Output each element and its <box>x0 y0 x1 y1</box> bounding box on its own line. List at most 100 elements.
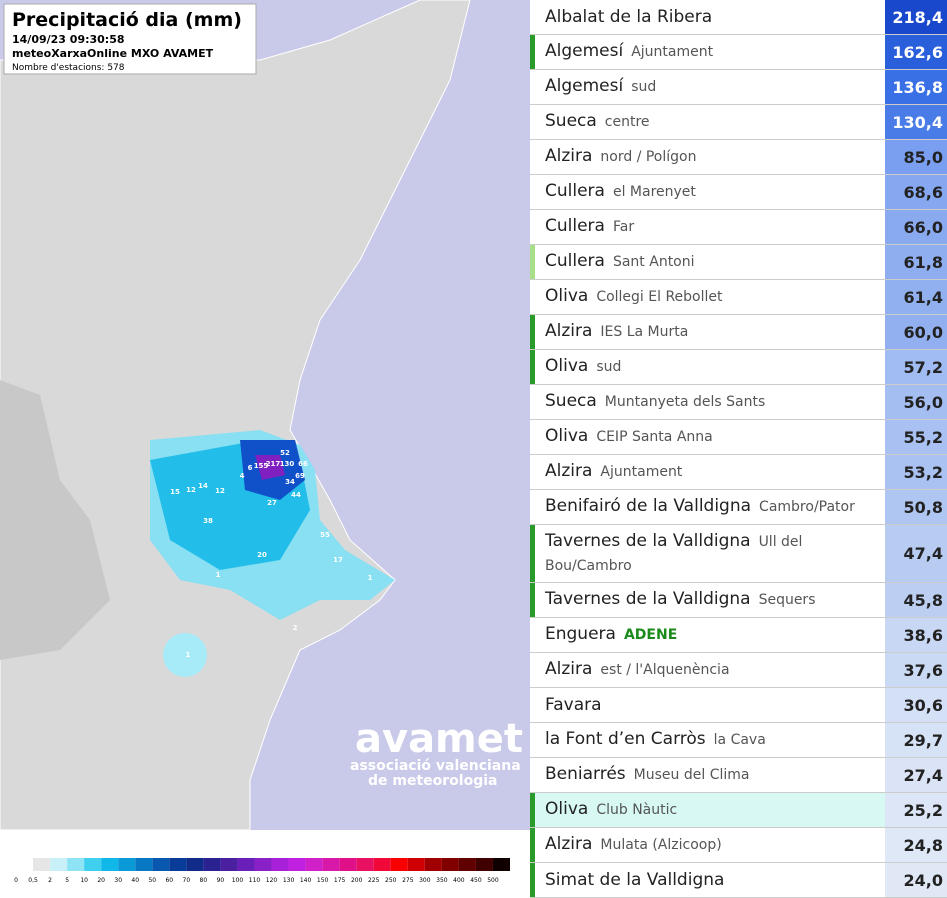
timestamp: 14/09/23 09:30:58 <box>12 33 125 46</box>
map-value: 155 <box>254 462 269 470</box>
value: 30,6 <box>885 688 947 722</box>
station-text: Cullera Sant Antoni <box>545 250 695 274</box>
legend-swatch <box>84 858 102 871</box>
station: Alzira IES La Murta <box>530 315 885 349</box>
legend-label: 90 <box>217 877 225 884</box>
value: 38,6 <box>885 618 947 652</box>
place: Alzira <box>545 834 593 854</box>
station-text: Algemesí Ajuntament <box>545 40 713 64</box>
station-text: Oliva CEIP Santa Anna <box>545 425 713 449</box>
map-value: 15 <box>170 488 180 496</box>
station-text: Sueca centre <box>545 110 650 134</box>
value: 24,8 <box>885 828 947 862</box>
value: 27,4 <box>885 758 947 792</box>
table-row: Tavernes de la Valldigna Sequers 45,8 <box>530 583 947 618</box>
legend-label: 70 <box>183 877 191 884</box>
legend-swatch <box>339 858 357 871</box>
logo-name: avamet <box>355 716 523 762</box>
legend-label: 2 <box>48 877 52 884</box>
legend-label: 200 <box>351 877 363 884</box>
station-text: Sueca Muntanyeta dels Sants <box>545 390 765 414</box>
legend-label: 30 <box>114 877 122 884</box>
legend-label: 5 <box>65 877 69 884</box>
legend-swatch <box>373 858 391 871</box>
legend-swatch <box>271 858 289 871</box>
legend-label: 130 <box>283 877 295 884</box>
station-text: Alzira Mulata (Alzicoop) <box>545 833 722 857</box>
table-row: Alzira IES La Murta 60,0 <box>530 315 947 350</box>
table-row: Alzira Mulata (Alzicoop) 24,8 <box>530 828 947 863</box>
station-text: Enguera ADENE <box>545 623 677 647</box>
station-text: Albalat de la Ribera <box>545 6 712 29</box>
value: 68,6 <box>885 175 947 209</box>
subplace: Ajuntament <box>600 464 683 480</box>
value: 53,2 <box>885 455 947 489</box>
place: Albalat de la Ribera <box>545 6 713 27</box>
map-value: 66 <box>298 460 308 468</box>
subplace: Ajuntament <box>631 44 714 60</box>
legend-swatch <box>424 858 442 871</box>
source: meteoXarxaOnline MXO AVAMET <box>12 47 214 60</box>
place: Alzira <box>545 461 593 481</box>
place: Tavernes de la Valldigna <box>545 530 751 551</box>
subplace: ADENE <box>623 627 678 643</box>
map-value: 20 <box>257 551 267 559</box>
map-value: 44 <box>291 491 301 499</box>
station-text: Alzira est / l'Alquenència <box>545 658 730 682</box>
legend-swatch <box>305 858 323 871</box>
place: Alzira <box>545 321 593 341</box>
table-row: Algemesí sud 136,8 <box>530 70 947 105</box>
region <box>0 380 110 660</box>
legend-swatch <box>186 858 204 871</box>
station-text: Tavernes de la Valldigna Sequers <box>545 588 816 612</box>
place: Oliva <box>545 286 589 306</box>
table-row: Oliva sud 57,2 <box>530 350 947 385</box>
table-row: Tavernes de la Valldigna Ull del Bou/Camb… <box>530 525 947 583</box>
logo-line: de meteorologia <box>368 773 498 789</box>
table-row: Simat de la Valldigna 24,0 <box>530 863 947 898</box>
legend-label: 110 <box>249 877 261 884</box>
legend-label: 150 <box>317 877 329 884</box>
legend-label: 50 <box>148 877 156 884</box>
station-text: Beniarrés Museu del Clima <box>545 763 749 787</box>
map-value: 55 <box>320 531 330 539</box>
legend-swatch <box>407 858 425 871</box>
value: 218,4 <box>885 0 947 34</box>
table-row: Alzira nord / Polígon 85,0 <box>530 140 947 175</box>
map-value: 14 <box>198 482 208 490</box>
place: Oliva <box>545 799 589 819</box>
place: Oliva <box>545 426 589 446</box>
legend-label: 80 <box>200 877 208 884</box>
value: 25,2 <box>885 793 947 827</box>
table-row: Oliva CEIP Santa Anna 55,2 <box>530 420 947 455</box>
legend-swatch <box>458 858 476 871</box>
station-text: Cullera el Marenyet <box>545 180 696 204</box>
legend-label: 120 <box>266 877 278 884</box>
station-text: Alzira Ajuntament <box>545 460 682 484</box>
place: Beniarrés <box>545 764 626 784</box>
legend-label: 40 <box>131 877 139 884</box>
table-row: Alzira est / l'Alquenència 37,6 <box>530 653 947 688</box>
value: 50,8 <box>885 490 947 524</box>
legend-swatch <box>50 858 68 871</box>
table-row: Benifairó de la Valldigna Cambro/Pator 50,… <box>530 490 947 525</box>
place: Tavernes de la Valldigna <box>545 589 751 609</box>
subplace: Mulata (Alzicoop) <box>600 837 722 853</box>
station: Oliva sud <box>530 350 885 384</box>
station: Benifairó de la Valldigna Cambro/Pator <box>530 490 885 524</box>
legend-label: 450 <box>470 877 482 884</box>
legend-swatch <box>441 858 459 871</box>
legend-swatch <box>322 858 340 871</box>
station: la Font d’en Carròs la Cava <box>530 723 885 757</box>
place: Favara <box>545 694 602 715</box>
legend-swatch <box>16 858 34 871</box>
title-box <box>3 3 257 75</box>
subplace: Museu del Clima <box>633 767 750 783</box>
subplace: Sequers <box>758 592 816 608</box>
value: 130,4 <box>885 105 947 139</box>
value: 47,4 <box>885 525 947 582</box>
legend-label: 250 <box>385 877 397 884</box>
legend-swatch <box>220 858 238 871</box>
place: Oliva <box>545 356 589 376</box>
